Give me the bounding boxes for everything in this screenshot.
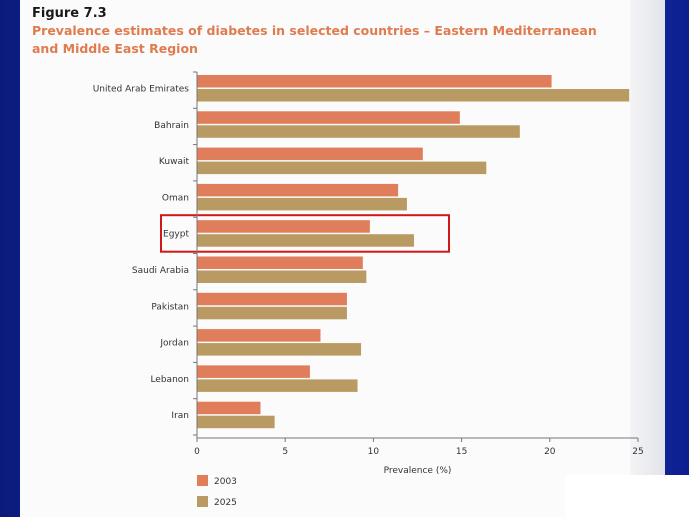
- bar-2025-oman: [197, 197, 407, 211]
- category-label: Oman: [162, 193, 189, 203]
- bar-2025-lebanon: [197, 379, 358, 392]
- category-label: United Arab Emirates: [93, 85, 190, 95]
- x-tick-label: 15: [456, 447, 467, 457]
- bar-2025-bahrain: [197, 125, 520, 138]
- figure-label: Figure 7.3: [32, 6, 107, 21]
- category-label: Lebanon: [150, 375, 189, 385]
- category-label: Saudi Arabia: [132, 266, 189, 276]
- labels-layer: United Arab Emirates Bahrain Kuwait Oman Egy…: [93, 85, 644, 477]
- bar-2025-iran: [197, 415, 275, 429]
- bar-2003-saudi-arabia: [197, 256, 363, 269]
- bar-2003-bahrain: [197, 111, 460, 124]
- page-edge-shadow: [630, 0, 665, 475]
- legend-swatch-2003: [197, 475, 208, 486]
- bar-2025-kuwait: [197, 161, 487, 175]
- category-label: Egypt: [163, 230, 189, 240]
- x-tick-label: 25: [632, 447, 643, 457]
- category-label: Bahrain: [154, 121, 189, 131]
- axes-layer: [193, 71, 639, 442]
- bar-2003-pakistan: [197, 292, 347, 306]
- x-tick-label: 20: [544, 447, 556, 457]
- bar-2003-jordan: [197, 329, 321, 342]
- x-tick-label: 5: [282, 447, 288, 457]
- bar-2025-pakistan: [197, 306, 347, 320]
- x-axis-title: Prevalence (%): [384, 466, 452, 476]
- bar-2003-lebanon: [197, 365, 310, 378]
- white-strip: [565, 475, 689, 517]
- bar-2003-kuwait: [197, 147, 423, 161]
- legend-swatch-2025: [197, 496, 208, 507]
- bar-2025-jordan: [197, 343, 362, 356]
- category-label: Jordan: [159, 339, 189, 349]
- category-label: Iran: [171, 411, 189, 421]
- bar-2003-egypt: [197, 220, 370, 233]
- legend-label-2025: 2025: [214, 498, 237, 508]
- highlight-box: [160, 214, 450, 253]
- category-label: Pakistan: [151, 302, 189, 312]
- bars-layer: [160, 75, 630, 429]
- x-tick-label: 0: [194, 447, 200, 457]
- bar-2003-iran: [197, 401, 261, 415]
- bar-2003-united-arab-emirates: [197, 75, 552, 88]
- bar-2003-oman: [197, 183, 399, 197]
- x-tick-label: 10: [368, 447, 380, 457]
- legend: 2003 2025: [197, 475, 237, 508]
- bar-2025-saudi-arabia: [197, 270, 367, 283]
- category-label: Kuwait: [159, 157, 190, 167]
- legend-label-2003: 2003: [214, 477, 237, 487]
- bar-2025-united-arab-emirates: [197, 89, 630, 102]
- figure-title: Prevalence estimates of diabetes in sele…: [32, 23, 597, 56]
- bar-2025-egypt: [197, 234, 414, 247]
